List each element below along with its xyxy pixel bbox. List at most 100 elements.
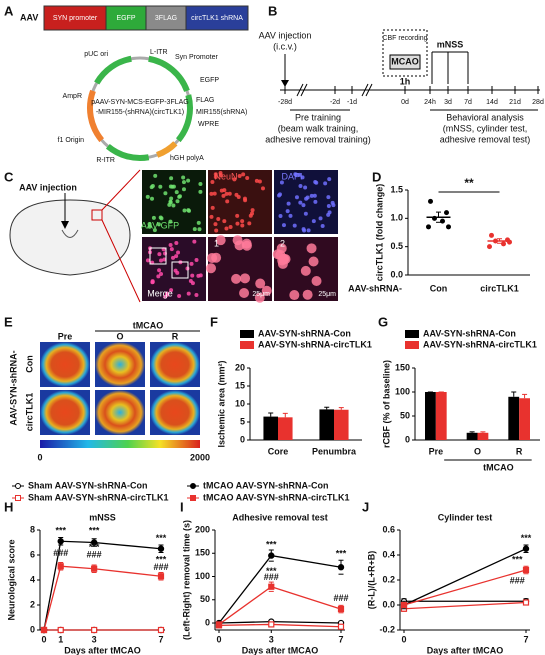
x-tick-label: 0 <box>41 634 46 644</box>
cbf-box <box>382 29 428 77</box>
annotation: *** <box>336 549 347 559</box>
cell <box>277 193 282 198</box>
point <box>91 565 98 572</box>
y-tick-label: 4 <box>30 574 35 584</box>
y-axis-label: (R-L)/(L+R+B) <box>366 551 376 610</box>
cell <box>303 211 308 216</box>
annotation: *** <box>266 566 277 576</box>
cell <box>214 228 219 233</box>
point <box>426 224 431 230</box>
annotation: *** <box>89 542 100 552</box>
cell <box>294 172 299 177</box>
cell <box>213 174 218 179</box>
y-tick-label: 50 <box>400 410 410 420</box>
x-tick-label: O <box>474 446 481 456</box>
zoom-box <box>149 247 167 265</box>
cell <box>281 223 286 228</box>
label: EGFP <box>200 77 219 84</box>
cell <box>173 268 178 273</box>
error-bar <box>511 391 517 403</box>
label: AmpR <box>63 93 82 100</box>
label: R <box>172 331 179 341</box>
arrowhead <box>61 221 69 229</box>
cell <box>175 199 180 204</box>
label: Merge <box>147 288 173 298</box>
annotation: *** <box>156 533 167 543</box>
point <box>157 626 165 634</box>
construct-element <box>185 5 249 31</box>
legend-label: Sham AAV-SYN-shRNA-circTLK1 <box>28 492 169 502</box>
cell <box>190 281 195 286</box>
plasmid-feature <box>148 55 190 93</box>
point <box>57 563 64 570</box>
cell <box>156 274 161 279</box>
error-bar <box>522 393 528 403</box>
label: Pre training <box>295 112 341 122</box>
x-tick-label: 0 <box>401 634 406 644</box>
bar <box>425 392 436 440</box>
annotation: *** <box>89 526 100 536</box>
panel-label: D <box>372 169 381 184</box>
y-tick-label: 0 <box>405 434 410 444</box>
label: Syn Promoter <box>175 54 218 61</box>
bar <box>334 409 349 440</box>
cell <box>209 214 214 219</box>
micrograph <box>142 170 206 234</box>
label: circTLK1 shRNA <box>191 15 243 22</box>
y-tick-label: 10 <box>235 398 245 408</box>
point <box>400 601 408 609</box>
label: AAV injection <box>259 30 312 40</box>
y-tick-label: 1.0 <box>390 213 403 223</box>
point <box>507 239 512 245</box>
cell <box>158 184 163 189</box>
label: 3FLAG <box>155 15 177 22</box>
cell <box>209 191 214 196</box>
error-bar <box>436 211 441 223</box>
bar <box>477 432 489 440</box>
label: (i.c.v.) <box>273 41 297 51</box>
legend-swatch <box>240 330 254 338</box>
label: 28d <box>532 99 544 106</box>
label: R-ITR <box>96 157 115 164</box>
cell <box>308 256 319 267</box>
y-tick-label: 15 <box>235 380 245 390</box>
point <box>501 241 506 247</box>
cell <box>215 235 226 246</box>
line <box>101 169 141 211</box>
chart-title: mNSS <box>89 512 116 522</box>
y-tick-label: -0.2 <box>379 624 395 634</box>
cell <box>302 289 313 300</box>
label: -MIR155-(shRNA)(circTLK1) <box>96 109 184 116</box>
y-axis-label: Neurological score <box>6 539 16 620</box>
label: SYN promoter <box>53 15 98 22</box>
cell <box>254 178 259 183</box>
cell <box>235 221 240 226</box>
line <box>101 219 141 303</box>
y-tick-label: 1.5 <box>390 184 403 194</box>
label: CBF recording <box>382 35 427 42</box>
arrowhead <box>281 80 289 87</box>
cell <box>306 228 311 233</box>
label: AAV-SYN-shRNA- <box>8 350 18 425</box>
label: pUC ori <box>84 51 108 58</box>
cell <box>174 254 179 259</box>
cell <box>157 252 162 257</box>
error-bar <box>480 431 486 435</box>
label: adhesive removal test) <box>440 134 531 144</box>
x-tick-label: 7 <box>338 634 343 644</box>
series-line <box>43 540 162 631</box>
cbf-image <box>150 342 200 387</box>
cell <box>206 263 217 274</box>
y-tick-label: 200 <box>195 524 210 534</box>
series-line <box>218 586 342 625</box>
cbf-image <box>95 342 145 387</box>
label: AAV-GFP <box>141 220 179 230</box>
y-tick-label: 20 <box>235 362 245 372</box>
cell <box>197 227 202 232</box>
label: (beam walk training, <box>278 123 359 133</box>
cell <box>169 247 174 252</box>
cell <box>163 294 168 299</box>
point <box>268 552 275 559</box>
cell <box>302 228 307 233</box>
point <box>432 215 437 221</box>
